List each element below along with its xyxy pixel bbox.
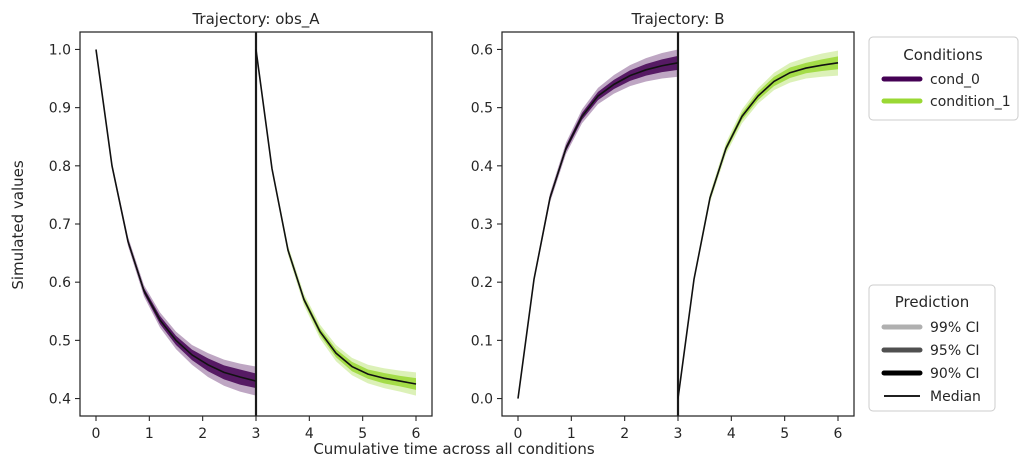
y-tick-label: 0.6 [49,275,71,291]
ci90-band-cond-0 [518,55,678,399]
legend-label-90-ci: 90% CI [930,366,979,382]
y-tick-label: 0.2 [471,275,493,291]
legend-label-median: Median [930,389,981,405]
x-tick-label: 3 [674,426,683,442]
legend-label-95-ci: 95% CI [930,343,979,359]
legend-conditions-title: Conditions [903,46,983,64]
x-tick-label: 1 [567,426,576,442]
y-tick-label: 0.4 [49,392,71,408]
legend-label-99-ci: 99% CI [930,320,979,336]
y-tick-label: 0.5 [49,333,71,349]
y-tick-label: 0.9 [49,101,71,117]
x-tick-label: 0 [514,426,523,442]
median-line-condition-1 [255,49,417,385]
ci99-band-cond-0 [518,49,678,399]
legend-label-condition-1: condition_1 [930,94,1011,110]
legend-prediction: Prediction 99% CI 95% CI 90% CI Median [868,284,996,412]
y-tick-label: 0.3 [471,217,493,233]
median-line-cond-0 [95,49,257,382]
x-tick-label: 6 [412,426,421,442]
x-tick-label: 4 [727,426,736,442]
y-tick-label: 0.5 [471,101,493,117]
legend-label-cond-0: cond_0 [930,72,980,88]
y-axis-label: Simulated values [9,160,27,290]
median-line-cond-0 [517,62,679,399]
panel-obs-a: 0 1 2 3 4 5 6 0.4 0.5 0.6 0.7 0.8 0.9 1.0 Trajectory: … [49,10,433,442]
plot-area [95,32,417,416]
ci90-band-condition-1 [678,56,838,399]
panel-title: Trajectory: obs_A [191,10,320,29]
x-axis-label: Cumulative time across all conditions [313,440,595,458]
y-tick-label: 0.7 [49,217,71,233]
x-tick-label: 0 [92,426,101,442]
y-tick-label: 0.8 [49,159,71,175]
ci90-band-cond-0 [96,49,256,389]
legend-conditions: Conditions cond_0 condition_1 [868,36,1019,121]
x-tick-label: 4 [305,426,314,442]
x-tick-label: 2 [198,426,207,442]
y-tick-label: 0.0 [471,392,493,408]
panel-title: Trajectory: B [630,10,724,28]
x-tick-label: 5 [780,426,789,442]
y-tick-label: 0.6 [471,42,493,58]
x-tick-label: 6 [834,426,843,442]
median-line-condition-1 [677,62,839,399]
ci99-band-condition-1 [256,49,416,396]
x-tick-label: 2 [620,426,629,442]
x-tick-label: 3 [252,426,261,442]
y-tick-label: 0.4 [471,159,493,175]
y-tick-label: 1.0 [49,42,71,58]
legend-prediction-title: Prediction [895,293,970,311]
x-tick-label: 1 [145,426,154,442]
panel-b: 0 1 2 3 4 5 6 0.0 0.1 0.2 0.3 0.4 0.5 0.6 Trajectory: … [471,10,855,442]
x-tick-label: 5 [358,426,367,442]
ci90-band-condition-1 [256,49,416,390]
plot-area [517,32,839,416]
legend-prediction-frame [868,284,996,412]
y-tick-label: 0.1 [471,333,493,349]
ci99-band-condition-1 [678,50,838,399]
